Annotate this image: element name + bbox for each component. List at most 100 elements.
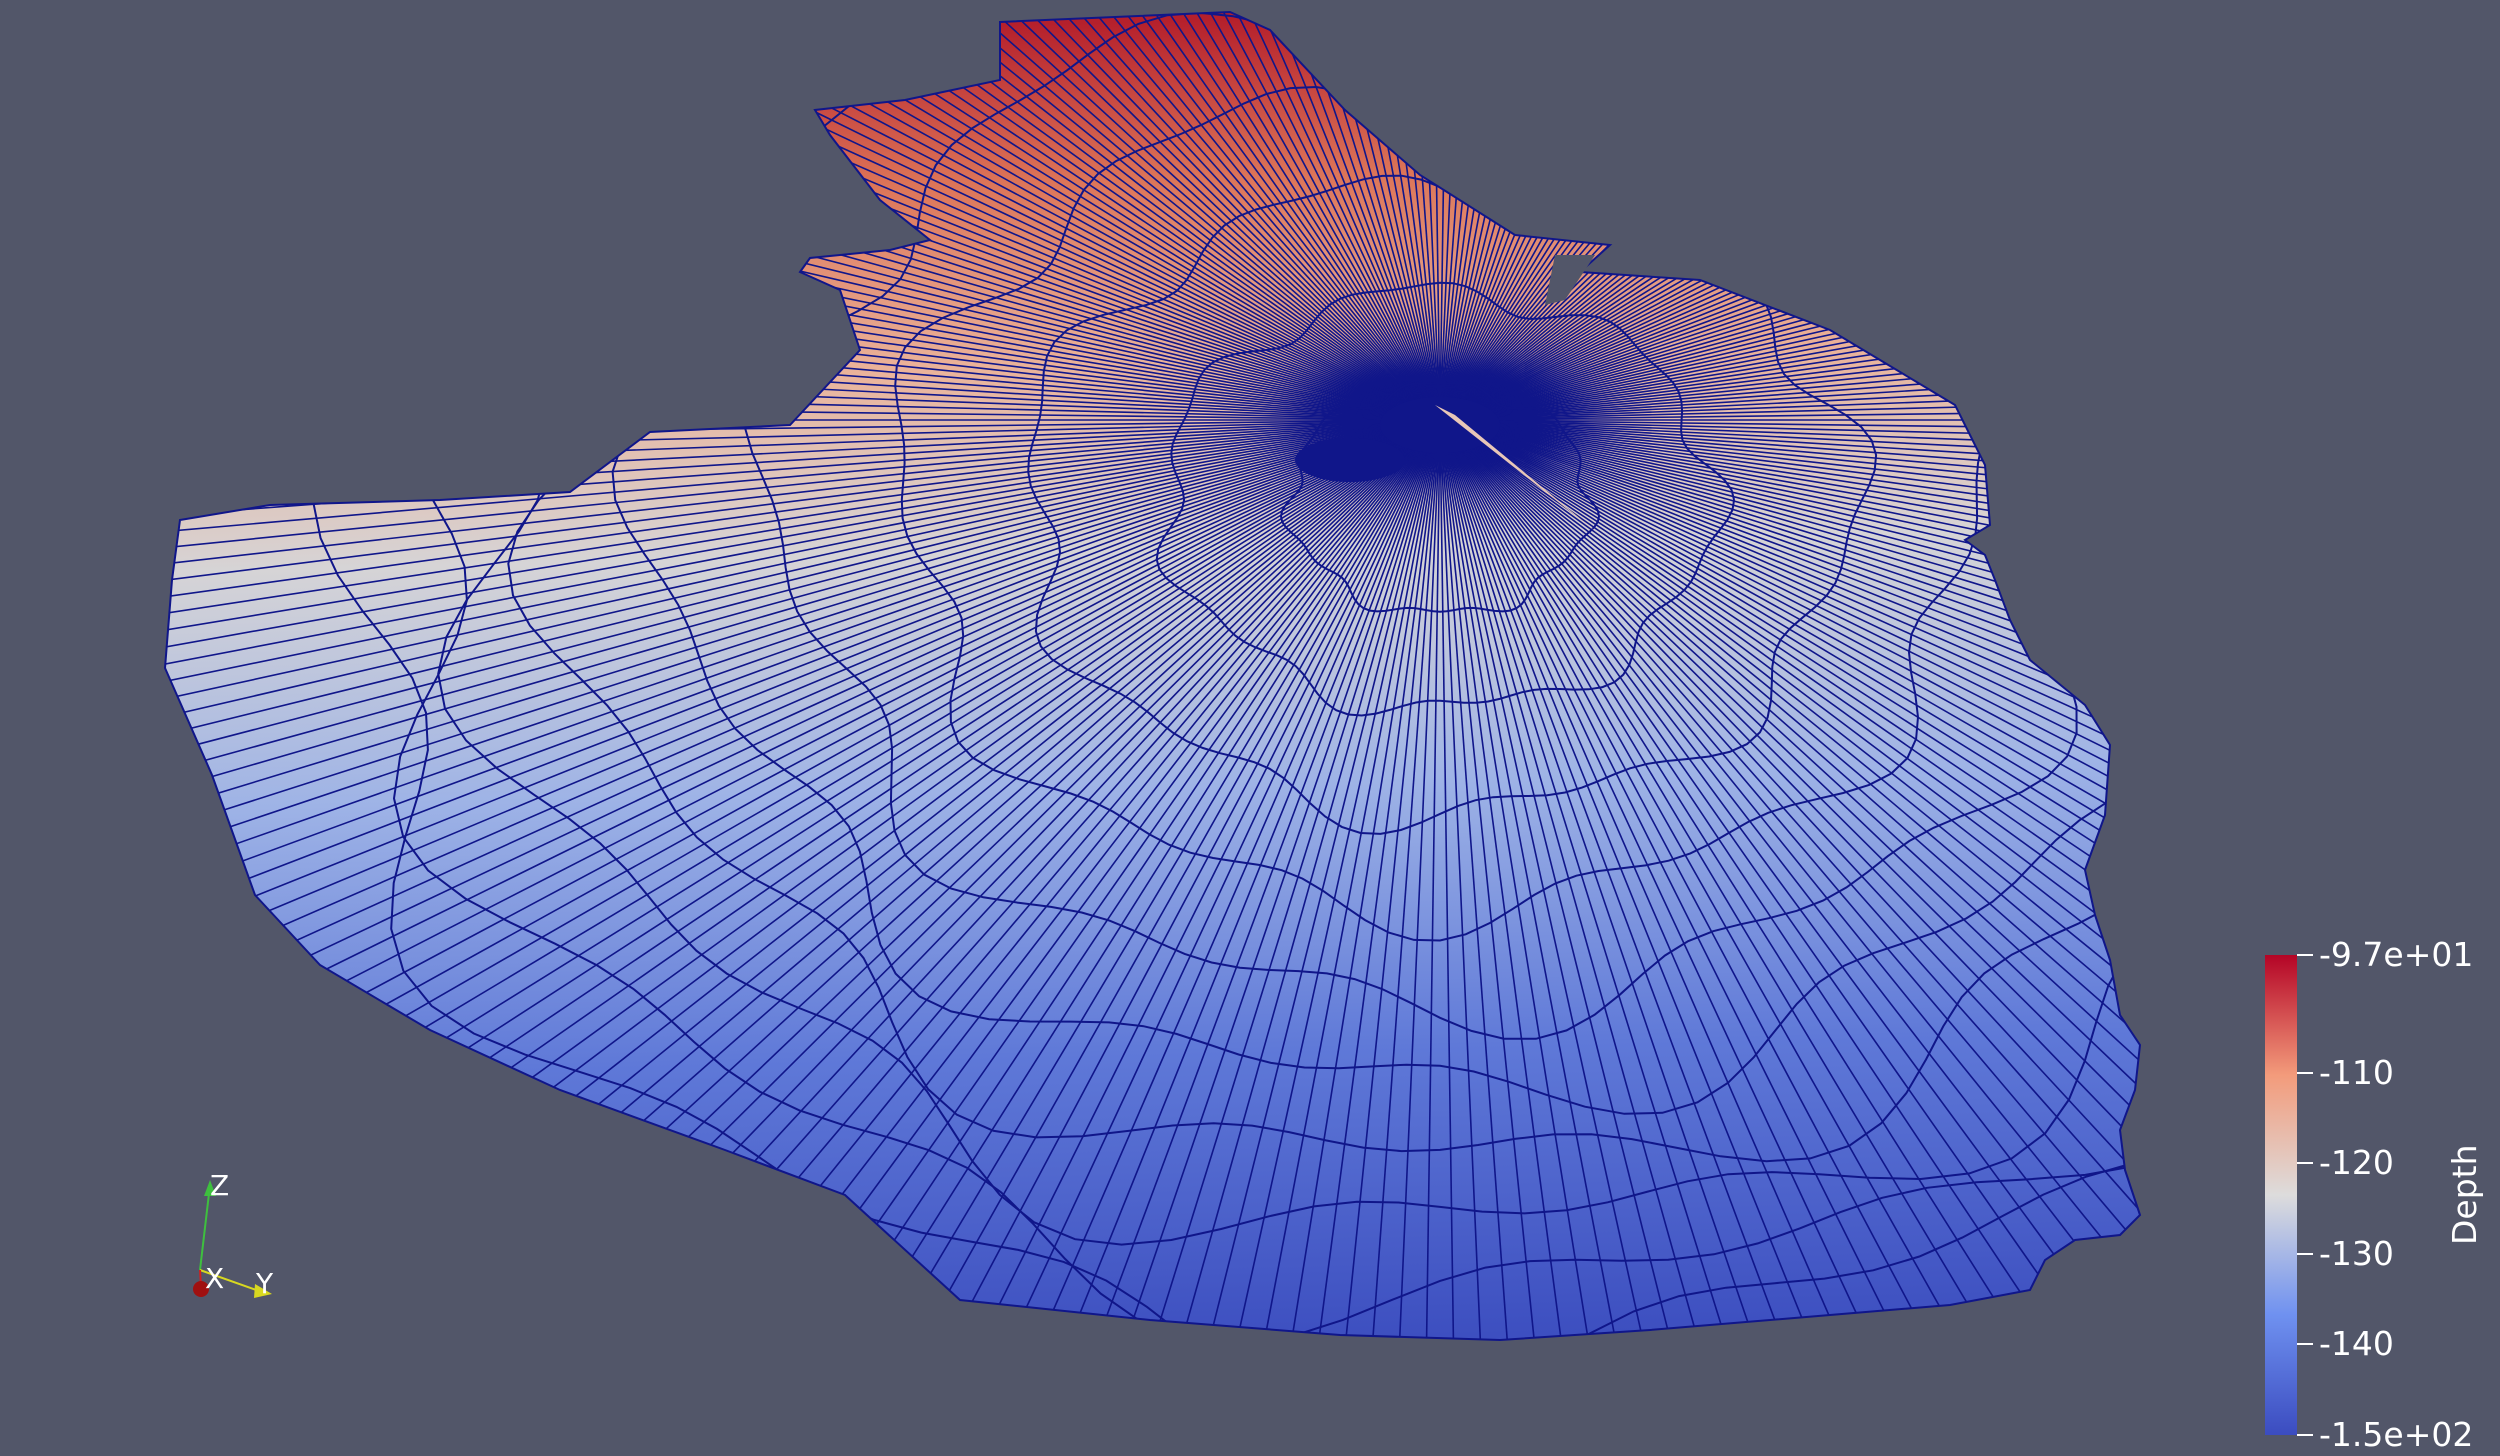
mesh-radial-line [1439,12,2140,421]
mesh-radial-line [1357,419,1441,1340]
mesh-radial-line [1439,419,2140,799]
mesh-radial-line [1439,419,1752,1340]
mesh-radial-line [1439,185,2140,421]
mesh-radial-line [1439,419,1491,1340]
mesh-radial-line [1193,12,1441,421]
mesh-radial-line [1439,12,1816,421]
mesh-radial-line [1439,12,2140,421]
mesh-radial-line [1439,419,2140,1340]
legend-tick-mark [2297,1162,2313,1165]
mesh-radial-line [165,419,1441,676]
mesh-radial-line [1439,12,2140,421]
mesh-radial-line [1439,12,2140,421]
mesh-radial-line [165,419,1441,937]
mesh-radial-line [165,419,1441,549]
mesh-radial-line [1439,419,2140,697]
mesh-radial-line [1439,12,1848,421]
mesh-radial-line [1439,12,2140,421]
mesh-radial-line [906,12,1441,421]
mesh-radial-line [1439,419,2140,974]
mesh-radial-line [634,12,1441,421]
mesh-radial-line [165,419,1441,738]
mesh-radial-line [1439,419,2140,485]
mesh-radial-line [1439,419,2036,1340]
mesh-radial-line [1439,227,2140,421]
mesh-radial-line [520,12,1441,421]
mesh-radial-line [1439,12,2140,421]
mesh-radial-line [1439,333,2140,421]
mesh-radial-line [1439,419,2140,718]
mesh-radial-line [1439,419,2140,879]
mesh-radial-line [1439,12,2140,421]
y-axis-line [199,1269,263,1293]
x-axis-label: X [205,1262,225,1295]
mesh-radial-line [1439,419,1622,1340]
mesh-radial-line [1439,419,2140,1011]
mesh-radial-line [386,12,1441,421]
legend-tick-label: -130 [2319,1233,2394,1273]
mesh-radial-line [165,419,1441,839]
mesh-radial-line [1439,419,2140,918]
z-axis-label: Z [210,1169,230,1202]
mesh-radial-line [1439,12,2140,421]
mesh-radial-line [285,12,1441,421]
mesh-radial-line [1439,12,2140,421]
mesh-radial-line [493,12,1441,421]
mesh-radial-line [1439,12,1654,421]
mesh-center-cluster [1380,397,1500,453]
mesh-radial-line [1439,81,2140,421]
mesh-radial-line [1439,419,1458,1340]
mesh-radial-line [1439,12,2128,421]
mesh-radial-line [1226,419,1441,1340]
mesh-radial-line [1439,419,2140,819]
mesh-radial-line [165,419,1441,879]
mesh-radial-line [1439,143,2140,421]
mesh-radial-line [1439,419,2140,1213]
mesh-radial-line [1439,419,2140,676]
legend-tick-label: -140 [2319,1324,2394,1364]
mesh-radial-line [412,12,1441,421]
mesh-radial-line [1439,419,1556,1340]
legend-title: Depth [2445,1144,2484,1245]
orientation-axes [193,1180,272,1298]
mesh-radial-line [1439,419,2140,443]
mesh-radial-line [722,12,1441,421]
mesh-radial-line [1422,419,1441,1340]
mesh-radial-line [752,12,1441,421]
mesh-radial-line [165,419,1441,859]
mesh-radial-line [1439,419,2140,779]
mesh-radial-line [1439,206,2140,421]
mesh-radial-line [1032,12,1441,421]
mesh-radial-line [1439,12,2097,421]
mesh-radial-line [1439,419,2140,592]
mesh-radial-line [1439,164,2140,421]
legend-tick-label: -9.7e+01 [2319,935,2474,974]
mesh-radial-line [1439,419,2140,1228]
mesh-radial-line [1439,12,2140,421]
mesh-gap [1545,255,1595,305]
mesh-radial-line [1439,419,2140,759]
mesh-radial-line [1439,419,2140,1150]
legend-tick-label: -120 [2319,1143,2394,1183]
mesh-radial-line [576,12,1441,421]
mesh-radial-line [875,12,1441,421]
mesh-radial-line [1439,419,2140,1340]
mesh-radial-line [1439,419,2140,1299]
mesh-radial-line [1439,355,2140,421]
mesh-radial-line [1439,12,1784,421]
mesh-radial-line [1439,12,1622,421]
mesh-radial-line [465,12,1441,421]
mesh-radial-line [937,12,1441,421]
mesh-radial-line [165,419,1441,819]
mesh-radial-line [1439,12,1880,421]
mesh-radial-line [1439,12,1911,421]
mesh-radial-line [1439,419,2140,1182]
mesh-radial-line [1439,419,2140,1325]
mesh-radial-line [1439,419,2140,1271]
mesh-sliver [1435,405,1600,535]
mesh-radial-line [309,12,1441,421]
mesh-radial-line [783,12,1441,421]
